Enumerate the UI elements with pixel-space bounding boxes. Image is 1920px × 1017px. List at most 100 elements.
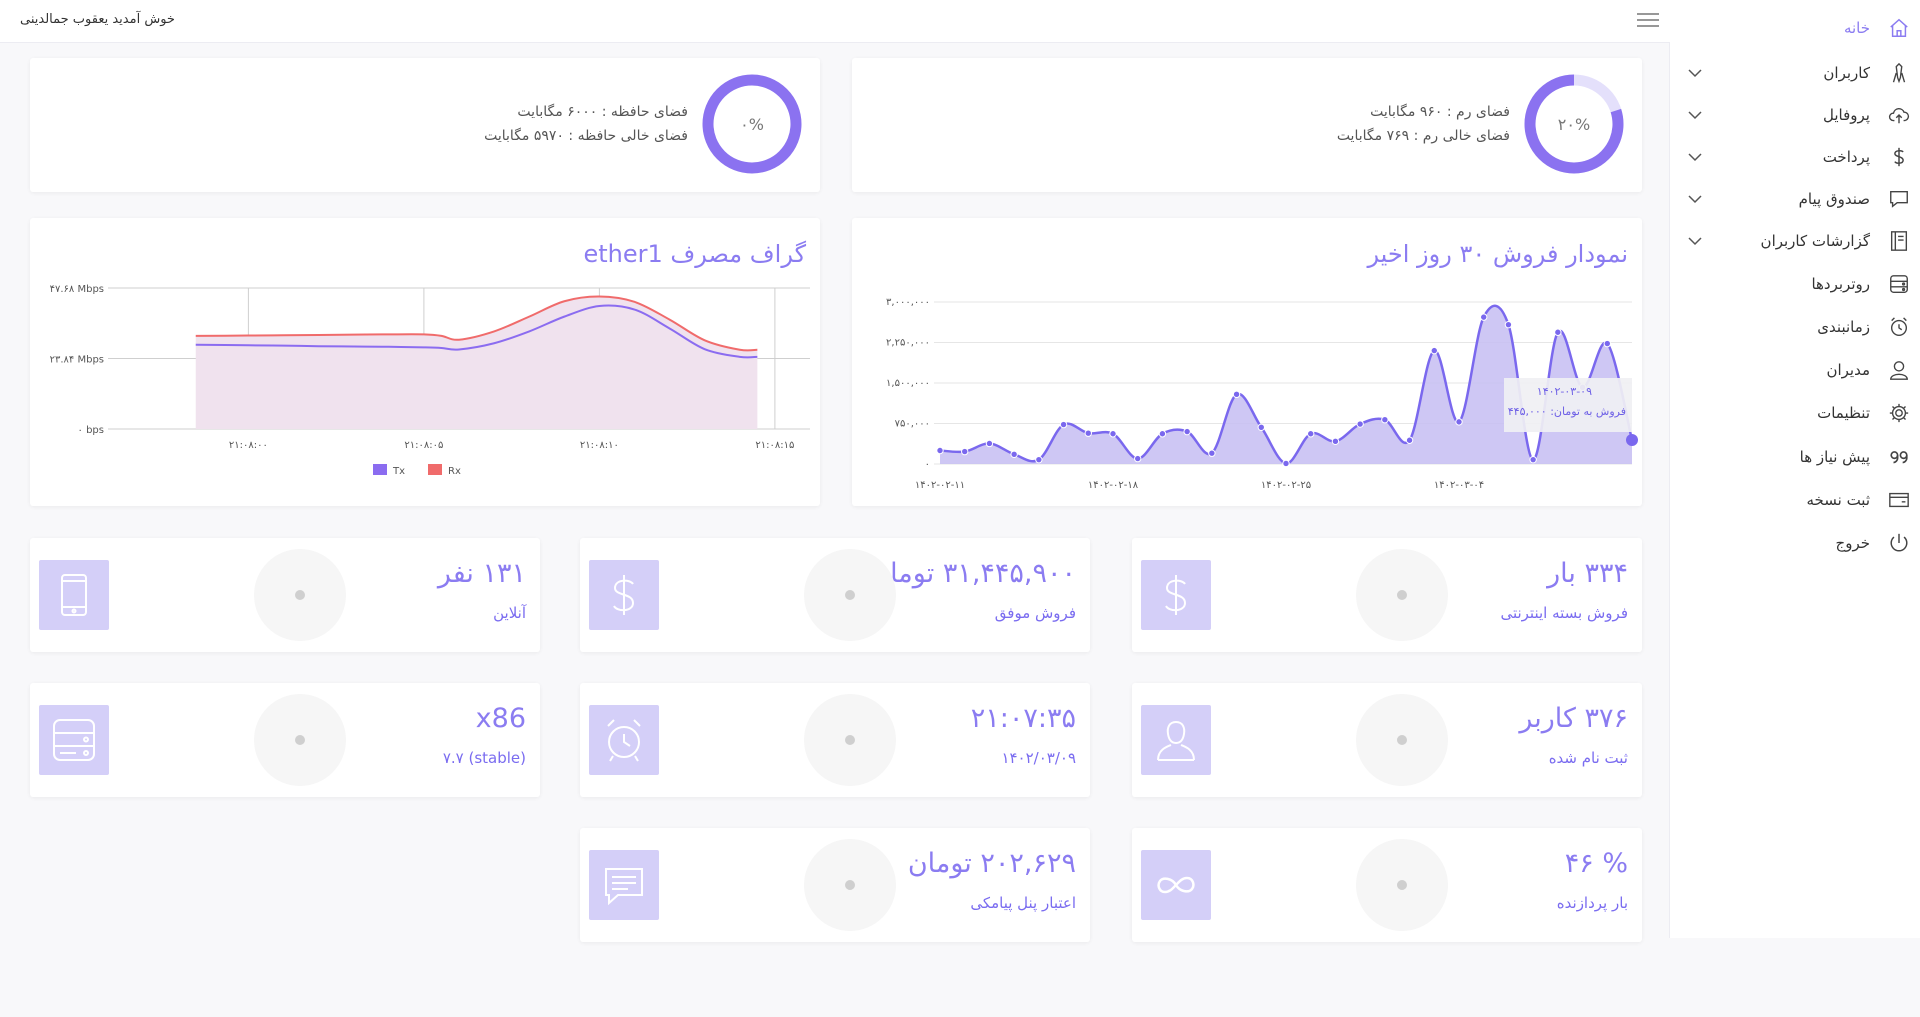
legend-swatch [373, 464, 387, 475]
sidebar-item-routerboards[interactable]: روتربردها [1670, 266, 1920, 302]
sales-point [1158, 430, 1167, 438]
sales-point [1109, 430, 1117, 438]
stat-card: x86 (stable) ۷.۷ [30, 683, 540, 797]
stat-placeholder-circle [1356, 549, 1448, 641]
sidebar-item-prerequisites[interactable]: پیش نیاز ها [1670, 439, 1920, 475]
ram-gauge [1524, 74, 1624, 174]
sales-point [1282, 459, 1290, 468]
sidebar-item-home[interactable]: خانه [1670, 10, 1920, 46]
sidebar-item-label: گزارشات کاربران [1760, 232, 1870, 250]
gear-icon [1888, 402, 1910, 424]
sidebar-item-payment[interactable]: پرداخت [1670, 139, 1920, 175]
chat-icon [1888, 188, 1910, 210]
traffic-chart[interactable]: ۰ bps ۲۳.۸۴ Mbps ۴۷.۶۸ Mbps ۲۱:۰۸:۰۰ ۲۱:۰۸:۰… [30, 218, 820, 506]
legend-label: Rx [448, 466, 461, 477]
chevron-down-icon[interactable] [1686, 148, 1704, 166]
sales-point [1626, 433, 1638, 446]
stat-value: ۱۳۱ نفر [437, 558, 526, 589]
stat-placeholder-dot [845, 590, 855, 600]
sidebar-item-schedule[interactable]: زمانبندی [1670, 309, 1920, 345]
sales-chart-card: نمودار فروش ۳۰ روز اخیر ۰ ۷۵۰,۰۰۰ ۱,۵۰۰,۰۰… [852, 218, 1642, 506]
y-tick-label: ۱,۵۰۰,۰۰۰ [886, 378, 930, 389]
traffic-chart-card: گراف مصرف ether1 ۰ bps ۲۳.۸۴ Mbps ۴۷.۶۸ Mb… [30, 218, 820, 506]
sales-point [1183, 427, 1191, 436]
chevron-down-icon[interactable] [1686, 190, 1704, 208]
storage-percent: ۰% [740, 115, 764, 134]
chevron-down-icon[interactable] [1686, 64, 1704, 82]
stat-label: ثبت نام شده [1548, 749, 1628, 767]
chevron-down-icon[interactable] [1686, 106, 1704, 124]
x-tick-label: ۲۱:۰۸:۱۵ [755, 440, 794, 451]
stat-placeholder-circle [1356, 839, 1448, 931]
sidebar-item-label: پروفایل [1823, 106, 1870, 124]
y-tick-label: ۰ [925, 459, 930, 470]
hamburger-menu-icon[interactable] [1636, 11, 1660, 29]
storage-gauge [702, 74, 802, 174]
sales-point [1134, 454, 1142, 463]
card-icon [1888, 489, 1910, 511]
chevron-down-icon[interactable] [1686, 232, 1704, 250]
sidebar-item-label: تنظیمات [1817, 404, 1870, 422]
x-tick-label: ۱۴۰۲-۰۲-۱۱ [915, 480, 965, 491]
welcome-text: خوش آمدید یعقوب جمالدینی [20, 12, 175, 27]
x-tick-label: ۲۱:۰۸:۰۰ [229, 440, 268, 451]
y-tick-label: ۳,۰۰۰,۰۰۰ [886, 297, 930, 308]
stat-placeholder-dot [1397, 880, 1407, 890]
stat-value: % ۴۶ [1564, 848, 1628, 879]
sidebar-item-register-version[interactable]: ثبت نسخه [1670, 482, 1920, 518]
sales-point [1257, 423, 1265, 431]
sales-point [1529, 455, 1537, 464]
server-icon [1888, 273, 1910, 295]
sidebar-item-settings[interactable]: تنظیمات [1670, 395, 1920, 431]
stat-placeholder-dot [845, 880, 855, 890]
sidebar-item-label: پیش نیاز ها [1799, 448, 1870, 466]
stat-icon-box [1141, 560, 1211, 630]
sidebar-item-label: روتربردها [1811, 275, 1870, 293]
quote-icon [1888, 446, 1910, 468]
stat-value: ۳۷۶ کاربر [1519, 703, 1628, 734]
stat-label: (stable) ۷.۷ [442, 749, 526, 767]
stat-card: ۲۱:۰۷:۳۵ ۱۴۰۲/۰۳/۰۹ [580, 683, 1090, 797]
stat-icon-box [1141, 850, 1211, 920]
stat-placeholder-dot [1397, 735, 1407, 745]
y-tick-label: ۰ bps [78, 425, 104, 436]
rx-line [195, 295, 758, 352]
sidebar-item-admins[interactable]: مدیران [1670, 352, 1920, 388]
sidebar-item-logout[interactable]: خروج [1670, 525, 1920, 561]
x-tick-label: ۲۱:۰۸:۰۵ [404, 440, 443, 451]
sales-point [1010, 450, 1018, 458]
stat-card: ۱۳۱ نفر آنلاین [30, 538, 540, 652]
stat-label: بار پردازنده [1556, 894, 1628, 912]
stat-label: آنلاین [493, 604, 526, 622]
sales-chart[interactable]: ۰ ۷۵۰,۰۰۰ ۱,۵۰۰,۰۰۰ ۲,۲۵۰,۰۰۰ ۳,۰۰۰,۰۰۰ ۱۴۰۲-… [852, 218, 1642, 506]
legend-label: Tx [392, 466, 405, 477]
x-tick-label: ۱۴۰۲-۰۲-۱۸ [1088, 480, 1139, 491]
stat-placeholder-dot [1397, 590, 1407, 600]
sidebar-item-label: خانه [1843, 19, 1870, 37]
home-icon [1888, 17, 1910, 39]
x-tick-label: ۱۴۰۲-۰۳-۰۴ [1434, 480, 1484, 491]
sales-point [1455, 418, 1463, 426]
stat-value: ۲۰۲,۶۲۹ تومان [907, 848, 1076, 879]
stat-placeholder-circle [804, 694, 896, 786]
sales-point [1603, 339, 1611, 348]
sidebar-item-inbox[interactable]: صندوق پیام [1670, 181, 1920, 217]
sidebar-item-profile[interactable]: پروفایل [1670, 97, 1920, 133]
topbar: خوش آمدید یعقوب جمالدینی [0, 0, 1670, 43]
legend-swatch [428, 464, 442, 475]
sidebar-item-user-reports[interactable]: گزارشات کاربران [1670, 223, 1920, 259]
ram-percent: ۲۰% [1557, 115, 1591, 134]
stat-placeholder-circle [254, 694, 346, 786]
stat-label: فروش بسته اینترنتی [1500, 604, 1628, 622]
sales-point [1331, 437, 1340, 446]
stat-placeholder-circle [1356, 694, 1448, 786]
sales-point [1381, 416, 1389, 424]
sidebar-item-label: کاربران [1823, 64, 1870, 82]
stat-placeholder-dot [295, 590, 305, 600]
stat-label: ۱۴۰۲/۰۳/۰۹ [1001, 749, 1076, 767]
traffic-chart-title: گراف مصرف ether1 [583, 240, 806, 268]
sidebar-item-users[interactable]: کاربران [1670, 55, 1920, 91]
stat-label: اعتبار پنل پیامکی [970, 894, 1076, 912]
stat-card: ۲۰۲,۶۲۹ تومان اعتبار پنل پیامکی [580, 828, 1090, 942]
y-tick-label: ۲۳.۸۴ Mbps [50, 355, 104, 366]
